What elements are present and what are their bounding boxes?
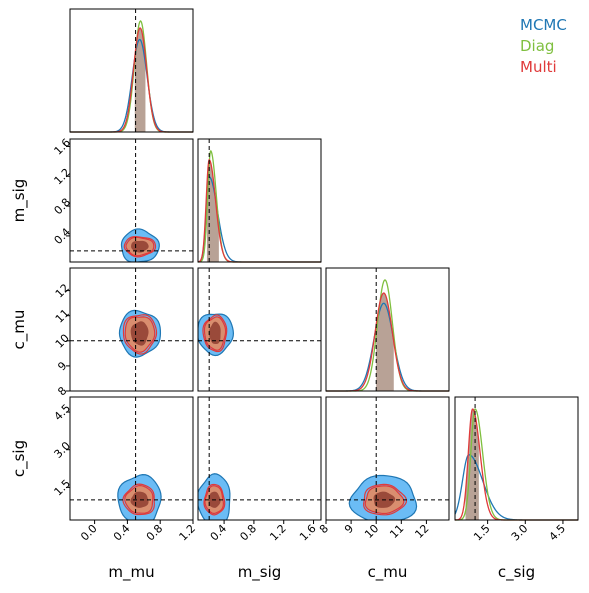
tick-label-c-mu-1: 9 bbox=[342, 522, 356, 536]
tick-label-c-mu-4: 12 bbox=[412, 522, 431, 541]
contour-m-sig-c-mu-mid-edge bbox=[202, 314, 228, 353]
tick-label-c-sig-2: 4.5 bbox=[546, 522, 568, 544]
tick-label-c-mu-3: 11 bbox=[387, 522, 406, 541]
tick-label-c-mu-2: 10 bbox=[362, 522, 381, 541]
tick-label-m-sig-2: 1.2 bbox=[267, 522, 289, 544]
joint-m-sig-vs-c-sig bbox=[198, 473, 231, 520]
tick-label-m-mu-1: 0.4 bbox=[111, 522, 133, 544]
joint-m-mu-vs-c-mu bbox=[118, 309, 162, 358]
x-axis-label-m-sig: m_sig bbox=[238, 563, 282, 582]
shade-m-mu bbox=[134, 27, 146, 132]
ytick-label-c-mu-3: 11 bbox=[53, 307, 72, 326]
contour-m-mu-m-sig-mid-edge bbox=[123, 236, 157, 258]
contour-m-mu-c-mu-inner bbox=[130, 321, 149, 346]
tick-label-c-sig-1: 3.0 bbox=[509, 522, 531, 544]
x-axis-label-c-sig: c_sig bbox=[498, 563, 535, 582]
tick-label-m-mu-0: 0.0 bbox=[78, 522, 100, 544]
y-axis-label-c-sig: c_sig bbox=[10, 440, 29, 477]
panel-frame-m-mu-c-mu bbox=[69, 267, 194, 392]
tick-label-m-mu-3: 1.2 bbox=[177, 522, 199, 544]
x-axis-label-c-mu: c_mu bbox=[368, 563, 408, 582]
joint-m-sig-vs-c-mu bbox=[198, 313, 235, 357]
panel-frame-m-mu-c-sig bbox=[69, 396, 194, 521]
shade-c-sig bbox=[465, 409, 479, 520]
panel-frame-c-mu-c-mu bbox=[325, 267, 450, 392]
tick-label-c-mu-0: 8 bbox=[317, 522, 331, 536]
panel-frame-c-sig-c-sig bbox=[454, 396, 579, 521]
ytick-label-c-mu-2: 10 bbox=[53, 332, 72, 351]
y-axis-label-m-sig: m_sig bbox=[10, 179, 29, 223]
panel-frame-m-mu-m-mu bbox=[69, 8, 194, 133]
tick-label-m-mu-2: 0.8 bbox=[144, 522, 166, 544]
contour-m-sig-c-sig-mid-edge bbox=[203, 483, 226, 516]
y-axis-label-c-mu: c_mu bbox=[10, 310, 29, 350]
tick-label-c-sig-0: 1.5 bbox=[471, 522, 493, 544]
legend-entry-multi: Multi bbox=[520, 58, 557, 76]
joint-c-mu-vs-c-sig bbox=[348, 474, 418, 520]
panel-frame-m-sig-m-sig bbox=[197, 138, 322, 263]
joint-m-mu-vs-c-sig bbox=[117, 474, 162, 520]
tick-label-m-sig-3: 1.6 bbox=[297, 522, 319, 544]
legend: MCMC Diag Multi bbox=[520, 15, 567, 78]
panel-frame-m-sig-c-mu bbox=[197, 267, 322, 392]
contour-m-mu-c-mu-mid-edge bbox=[122, 314, 158, 355]
legend-entry-diag: Diag bbox=[520, 37, 555, 55]
marginal-m-mu-diag bbox=[70, 20, 193, 133]
ytick-label-c-mu-4: 12 bbox=[53, 281, 72, 300]
joint-m-mu-vs-m-sig bbox=[120, 228, 160, 262]
x-axis-label-m-mu: m_mu bbox=[108, 563, 154, 582]
panel-frame-m-sig-c-sig bbox=[197, 396, 322, 521]
tick-label-m-sig-1: 0.8 bbox=[237, 522, 259, 544]
shade-m-sig bbox=[206, 159, 219, 262]
panel-frame-c-mu-c-sig bbox=[325, 396, 450, 521]
tick-label-m-sig-0: 0.4 bbox=[208, 522, 230, 544]
legend-entry-mcmc: MCMC bbox=[520, 16, 567, 34]
panel-frame-m-mu-m-sig bbox=[69, 138, 194, 263]
